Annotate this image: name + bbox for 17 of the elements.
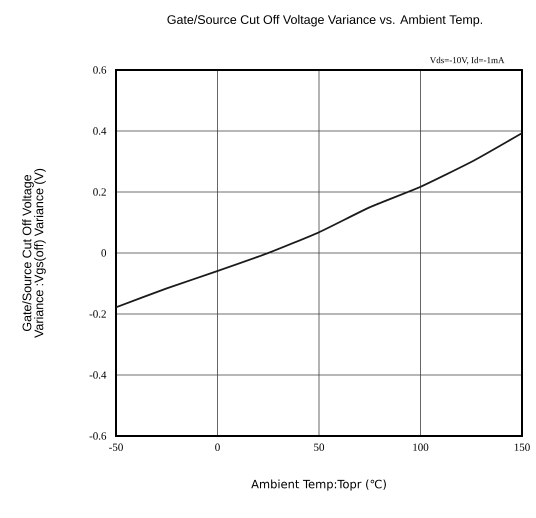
x-tick-label: 0 (215, 444, 220, 451)
y-axis-title: Gate/Source Cut Off Voltage Variance :Vgs(off) Variance (V) (22, 168, 46, 338)
y-tick-label: -0.4 (90, 371, 106, 379)
y-tick-label: 0 (101, 249, 106, 257)
y-tick-label: -0.6 (90, 432, 106, 440)
line-series (116, 132, 522, 308)
y-tick-label: 0.2 (93, 188, 106, 196)
text: Vds=-10V, Id=-1mA (430, 56, 504, 64)
x-tick-label: 50 (314, 444, 324, 451)
x-axis-title: Ambient Temp:Topr (℃) (251, 480, 386, 491)
x-tick-label: 150 (514, 444, 530, 451)
chart-title: Gate/Source Cut Off Voltage Variance vs. Ambient Temp. (167, 14, 482, 26)
y-tick-label: 0.4 (93, 127, 106, 135)
x-tick-label: 100 (413, 444, 428, 451)
y-tick-label: 0.6 (93, 66, 106, 74)
y-tick-label: -0.2 (90, 310, 106, 318)
x-tick-label: -50 (109, 444, 123, 451)
